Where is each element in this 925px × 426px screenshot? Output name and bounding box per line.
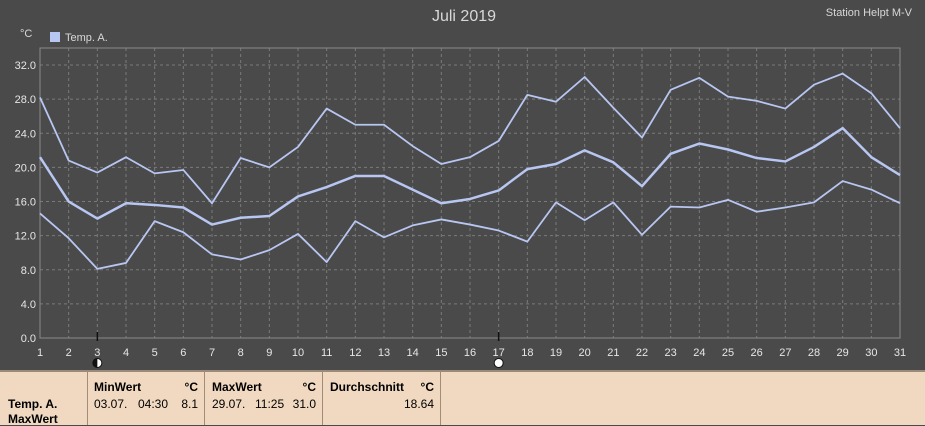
x-tick-label: 6 bbox=[180, 347, 186, 359]
max-cell: MaxWert °C 29.07. 11:25 31.0 bbox=[205, 372, 323, 425]
y-tick-label: 8.0 bbox=[21, 265, 36, 277]
y-tick-label: 24.0 bbox=[15, 128, 36, 140]
chart-title: Juli 2019 bbox=[432, 8, 496, 25]
min-date: 03.07. bbox=[94, 397, 128, 411]
series-line-avg bbox=[38, 126, 901, 226]
x-tick-label: 22 bbox=[636, 347, 648, 359]
legend-label: Temp. A. bbox=[65, 32, 108, 44]
x-tick-label: 17 bbox=[493, 347, 505, 359]
series-line-max bbox=[39, 72, 901, 205]
temperature-chart: 0.04.08.012.016.020.024.028.032.01 2 3 4 5 6 7… bbox=[15, 7, 913, 368]
max-header: MaxWert bbox=[212, 380, 262, 394]
x-tick-label: 9 bbox=[266, 347, 272, 359]
row-label-type: MaxWert bbox=[8, 412, 58, 426]
x-tick-label: 11 bbox=[321, 347, 332, 359]
y-tick-label: 28.0 bbox=[15, 94, 36, 106]
max-time: 11:25 bbox=[255, 397, 285, 411]
plot-frame bbox=[39, 47, 901, 339]
x-tick-label: 1 bbox=[37, 347, 43, 359]
row-label-series: Temp. A. bbox=[8, 397, 58, 411]
moon-markers bbox=[92, 332, 504, 368]
min-header: MinWert bbox=[94, 380, 142, 394]
y-tick-label: 4.0 bbox=[21, 299, 36, 311]
x-tick-label: 28 bbox=[808, 347, 820, 359]
max-unit: °C bbox=[302, 380, 316, 394]
row-label-cell: Temp. A. MaxWert bbox=[0, 372, 88, 426]
axis-labels: 0.04.08.012.016.020.024.028.032.01 2 3 4 5 6 7… bbox=[15, 60, 907, 359]
x-tick-label: 23 bbox=[665, 347, 677, 359]
min-cell: MinWert °C 03.07. 04:30 8.1 bbox=[88, 372, 205, 425]
x-tick-label: 14 bbox=[407, 347, 419, 359]
summary-panel: Temp. A. MaxWert MinWert °C 03.07. 04:30… bbox=[0, 370, 925, 426]
x-tick-label: 31 bbox=[894, 347, 906, 359]
y-tick-label: 12.0 bbox=[15, 231, 36, 243]
avg-header: Durchschnitt bbox=[330, 380, 405, 394]
series-layer bbox=[38, 72, 901, 270]
min-value: 8.1 bbox=[181, 397, 198, 411]
x-tick-label: 15 bbox=[435, 347, 447, 359]
x-tick-label: 27 bbox=[779, 347, 791, 359]
x-tick-label: 5 bbox=[152, 347, 158, 359]
x-tick-label: 12 bbox=[349, 347, 361, 359]
x-tick-label: 10 bbox=[292, 347, 304, 359]
x-tick-label: 30 bbox=[865, 347, 877, 359]
grid bbox=[40, 48, 900, 338]
station-name: Station Helpt M-V bbox=[826, 7, 913, 19]
x-tick-label: 3 bbox=[94, 347, 100, 359]
x-tick-label: 26 bbox=[751, 347, 763, 359]
max-value: 31.0 bbox=[292, 397, 316, 411]
x-tick-label: 2 bbox=[66, 347, 72, 359]
new-moon-shade bbox=[92, 358, 98, 368]
x-tick-label: 7 bbox=[209, 347, 215, 359]
y-unit-label: °C bbox=[20, 28, 32, 40]
avg-cell: Durchschnitt °C 18.64 bbox=[323, 372, 441, 425]
y-tick-label: 16.0 bbox=[15, 197, 36, 209]
legend-swatch bbox=[50, 32, 60, 42]
y-tick-label: 20.0 bbox=[15, 162, 36, 174]
full-moon-icon bbox=[493, 358, 504, 368]
x-tick-label: 19 bbox=[550, 347, 562, 359]
x-tick-label: 4 bbox=[123, 347, 129, 359]
avg-value: 18.64 bbox=[403, 397, 434, 411]
x-tick-label: 8 bbox=[238, 347, 244, 359]
x-tick-label: 25 bbox=[722, 347, 734, 359]
min-unit: °C bbox=[184, 380, 198, 394]
x-tick-label: 18 bbox=[521, 347, 533, 359]
x-tick-label: 21 bbox=[607, 347, 619, 359]
max-date: 29.07. bbox=[212, 397, 246, 411]
x-tick-label: 29 bbox=[837, 347, 849, 359]
x-tick-label: 24 bbox=[693, 347, 705, 359]
chart-area: 0.0 4.0 8.0 12.0 16.0 20.0 24.0 28.0 32.0 1 2 3 4 5 6 7… bbox=[14, 7, 913, 368]
avg-unit: °C bbox=[420, 380, 434, 394]
x-tick-label: 16 bbox=[464, 347, 476, 359]
y-tick-label: 32.0 bbox=[15, 60, 36, 72]
series-line-min bbox=[39, 180, 901, 270]
x-tick-label: 20 bbox=[579, 347, 591, 359]
min-time: 04:30 bbox=[138, 397, 169, 411]
x-tick-label: 13 bbox=[378, 347, 390, 359]
y-tick-label: 0.0 bbox=[21, 333, 36, 345]
